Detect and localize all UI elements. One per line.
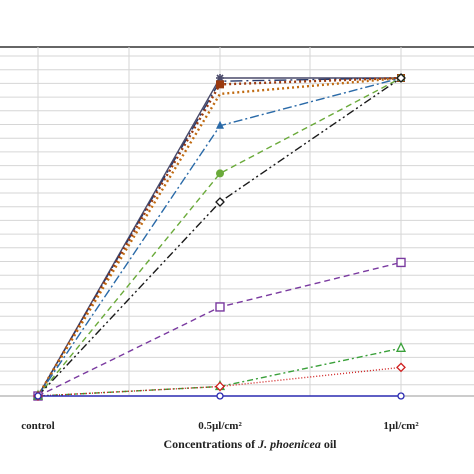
x-tick-label: 0.5µl/cm² [198,420,242,432]
data-point [395,341,407,352]
series-markers [32,73,407,401]
data-point [215,381,225,392]
series-line [37,77,402,397]
x-tick-label: 1µl/cm² [383,420,419,432]
data-point [216,120,224,129]
data-point [396,73,406,83]
x-axis-title-suffix: oil [321,437,337,451]
data-point [34,392,42,400]
data-point [216,80,224,89]
x-axis-title: Concentrations of J. phoenicea oil [163,437,337,451]
x-axis-title-italic: J. phoenicea [257,437,321,451]
x-tick-label: control [21,420,54,432]
x-axis-title-prefix: Concentrations of [163,437,258,451]
series-line [37,77,402,397]
x-tick-labels: control 0.5µl/cm² 1µl/cm² [21,420,419,432]
grid [0,47,474,397]
data-point [396,362,406,373]
data-point-stroke [216,74,224,82]
data-point [216,169,224,178]
series-line [37,366,402,397]
data-point [396,257,406,268]
data-point [215,302,225,312]
data-point [397,392,405,400]
data-point [216,392,224,400]
data-point [215,197,225,207]
